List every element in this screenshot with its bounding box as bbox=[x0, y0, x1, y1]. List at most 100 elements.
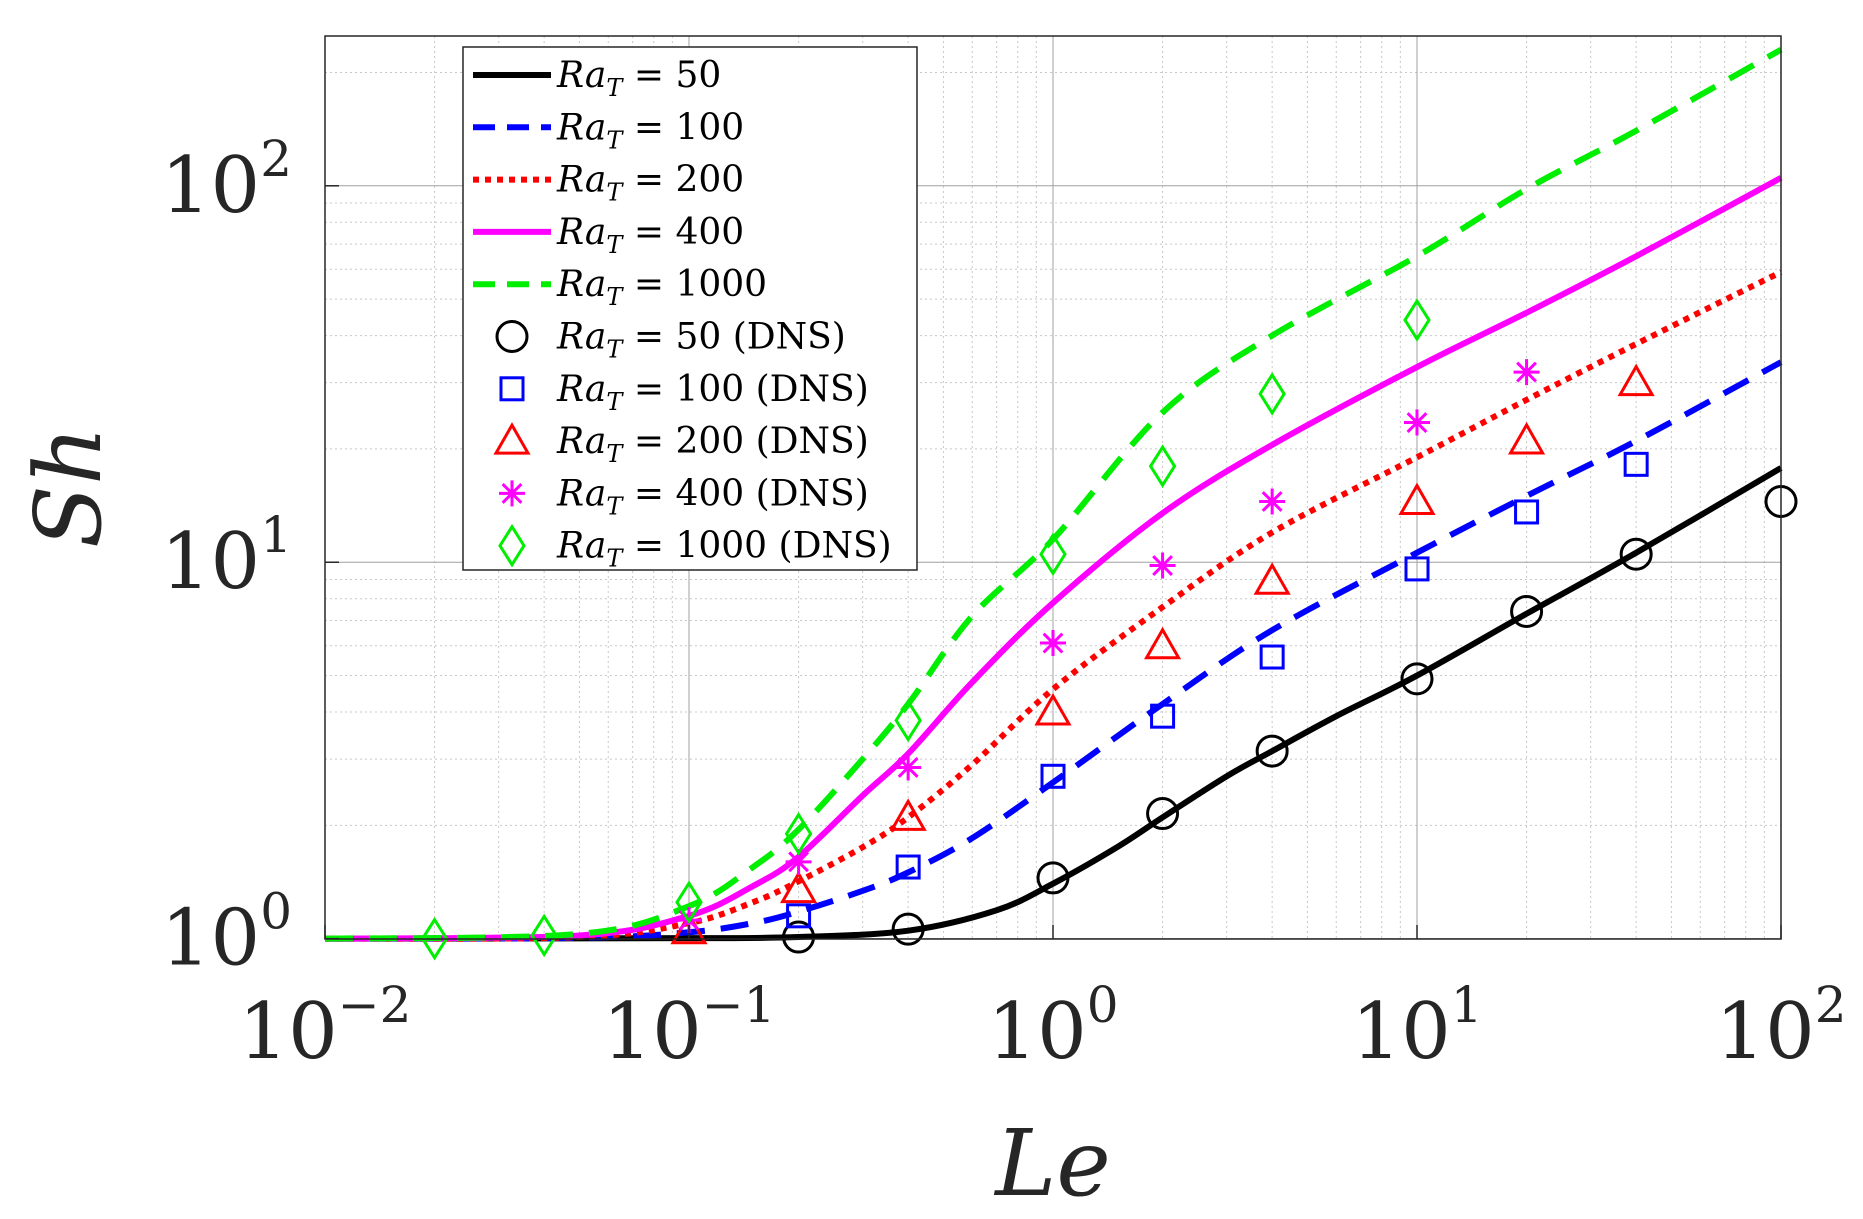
legend-label: RaT = 200 (DNS) bbox=[556, 421, 869, 468]
y-tick-base: 10 bbox=[161, 517, 260, 607]
marker-series-1 bbox=[782, 484, 1798, 954]
legend-entry: RaT = 50 (DNS) bbox=[495, 317, 846, 364]
legend-entry: RaT = 100 bbox=[473, 107, 744, 154]
legend-entry: RaT = 200 bbox=[473, 160, 744, 207]
data-point bbox=[786, 903, 812, 929]
data-point bbox=[1040, 630, 1066, 657]
legend-label-rest: = 50 bbox=[622, 55, 721, 96]
marker-series-5 bbox=[420, 298, 1431, 961]
legend-label-rest: = 1000 bbox=[622, 264, 767, 305]
data-point bbox=[1259, 644, 1285, 670]
data-point bbox=[889, 798, 927, 831]
legend-label-sub: T bbox=[606, 545, 624, 573]
data-point bbox=[1513, 359, 1540, 386]
legend-label-sub: T bbox=[606, 126, 624, 154]
legend-label-sub: T bbox=[606, 283, 624, 311]
x-tick-base: 10 bbox=[987, 987, 1086, 1077]
legend-label-sub: T bbox=[606, 440, 624, 468]
legend-label-var: Ra bbox=[556, 317, 606, 358]
x-axis-title: Le bbox=[993, 1110, 1111, 1217]
legend-label: RaT = 400 bbox=[556, 212, 744, 259]
legend-label-var: Ra bbox=[556, 473, 606, 514]
legend-label-rest: = 400 bbox=[622, 212, 744, 253]
legend-label-var: Ra bbox=[556, 107, 606, 148]
data-point bbox=[1149, 552, 1176, 579]
legend-label-var: Ra bbox=[556, 369, 606, 410]
legend-label-var: Ra bbox=[556, 526, 606, 567]
legend-label-sub: T bbox=[606, 336, 624, 364]
data-point bbox=[1146, 797, 1180, 831]
data-point bbox=[1148, 444, 1177, 488]
x-tick-base: 10 bbox=[1715, 987, 1814, 1077]
marker-series-2 bbox=[786, 451, 1649, 929]
data-point bbox=[1398, 482, 1436, 515]
y-tick-exponent: 0 bbox=[260, 883, 292, 941]
series-line-5 bbox=[324, 47, 1783, 942]
data-point bbox=[1400, 662, 1434, 696]
data-point bbox=[1150, 703, 1176, 729]
y-axis-title: Sh bbox=[15, 426, 122, 548]
y-tick-exponent: 1 bbox=[260, 506, 292, 564]
legend-label: RaT = 1000 (DNS) bbox=[556, 526, 892, 573]
legend-label: RaT = 200 bbox=[556, 160, 744, 207]
x-tick-base: 10 bbox=[239, 987, 338, 1077]
data-point bbox=[1403, 298, 1431, 342]
x-tick-label: 102 bbox=[1715, 976, 1846, 1077]
legend-entry: RaT = 100 (DNS) bbox=[499, 369, 869, 416]
data-point bbox=[779, 870, 818, 904]
y-tick-base: 10 bbox=[161, 894, 260, 984]
legend-label-rest: = 1000 (DNS) bbox=[622, 526, 891, 567]
legend-label-sub: T bbox=[606, 388, 624, 416]
x-axis-ticks: 10−2 10−1 100 101 102 bbox=[239, 925, 1847, 1077]
x-tick-exponent: −2 bbox=[338, 976, 412, 1034]
x-tick-base: 10 bbox=[603, 987, 702, 1077]
x-tick-exponent: 1 bbox=[1451, 976, 1483, 1034]
x-tick-exponent: 0 bbox=[1087, 976, 1119, 1034]
legend-label: RaT = 400 (DNS) bbox=[556, 473, 869, 520]
legend-label-sub: T bbox=[606, 179, 624, 207]
legend-label: RaT = 100 (DNS) bbox=[556, 369, 869, 416]
data-point bbox=[1255, 734, 1289, 768]
legend-entry: RaT = 1000 (DNS) bbox=[498, 523, 892, 573]
data-point bbox=[1404, 556, 1430, 582]
x-tick-exponent: 2 bbox=[1815, 976, 1847, 1034]
legend-label-rest: = 100 bbox=[622, 107, 744, 148]
data-point bbox=[1619, 537, 1653, 571]
data-point bbox=[1259, 488, 1286, 515]
marker-series-3 bbox=[670, 363, 1655, 945]
legend-entry: RaT = 400 (DNS) bbox=[499, 473, 869, 520]
legend-label: RaT = 50 (DNS) bbox=[556, 317, 846, 364]
legend-label-rest: = 200 bbox=[622, 160, 744, 201]
legend-box bbox=[462, 46, 918, 571]
legend-label-rest: = 200 (DNS) bbox=[622, 421, 868, 462]
legend-marker-swatch bbox=[495, 320, 529, 353]
legend-label-rest: = 50 (DNS) bbox=[622, 317, 845, 358]
y-tick-label: 101 bbox=[161, 506, 292, 607]
data-point bbox=[1036, 861, 1070, 895]
data-point bbox=[675, 880, 703, 925]
series-markers bbox=[420, 298, 1798, 961]
legend-label: RaT = 50 bbox=[556, 55, 721, 102]
data-point bbox=[1617, 363, 1655, 397]
legend-label-var: Ra bbox=[556, 212, 606, 253]
data-point bbox=[784, 811, 813, 856]
data-point bbox=[894, 698, 922, 743]
legend-marker-swatch bbox=[493, 422, 531, 455]
data-point bbox=[1253, 562, 1291, 595]
data-point bbox=[1510, 594, 1544, 628]
legend-label-sub: T bbox=[606, 492, 624, 520]
y-tick-label: 102 bbox=[161, 130, 292, 231]
y-tick-label: 100 bbox=[161, 883, 292, 984]
data-point bbox=[1507, 421, 1546, 455]
data-point bbox=[420, 916, 449, 961]
legend-marker-swatch bbox=[499, 480, 525, 507]
legend-entry: RaT = 1000 bbox=[473, 264, 767, 311]
legend-label-rest: = 400 (DNS) bbox=[622, 473, 868, 514]
data-point bbox=[785, 848, 812, 875]
legend-label: RaT = 100 bbox=[556, 107, 744, 154]
data-point bbox=[1258, 372, 1286, 416]
data-point bbox=[1623, 451, 1649, 477]
